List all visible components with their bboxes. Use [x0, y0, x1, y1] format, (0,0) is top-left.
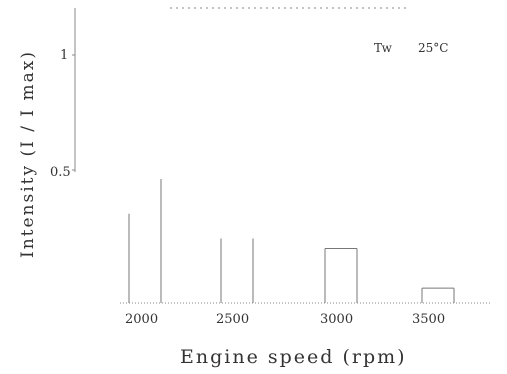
bar-2000 [128, 179, 162, 303]
x-tick-label-3500: 3500 [412, 312, 445, 327]
temperature-annotation: Tw 25°C [374, 41, 448, 55]
y-tick-label-1: 1 [60, 48, 68, 63]
x-axis-label: Engine speed (rpm) [180, 346, 407, 368]
x-tick-label-2000: 2000 [125, 312, 158, 327]
bar-3500 [421, 287, 455, 303]
x-tick-label-2500: 2500 [216, 312, 249, 327]
bar-3000 [324, 247, 358, 303]
x-tick-label-3000: 3000 [320, 312, 353, 327]
annotation-label: Tw [374, 41, 393, 55]
y-tick-label-0-5: 0.5 [50, 165, 71, 180]
bar-2500 [220, 238, 254, 303]
x-tick-labels: 2000 2500 3000 3500 [125, 312, 445, 327]
annotation-value: 25°C [418, 41, 448, 55]
bars [128, 179, 455, 303]
y-tick-labels: 1 0.5 [50, 48, 71, 180]
axes [72, 7, 490, 304]
y-axis-label: Intensity (I / I max) [18, 50, 38, 258]
